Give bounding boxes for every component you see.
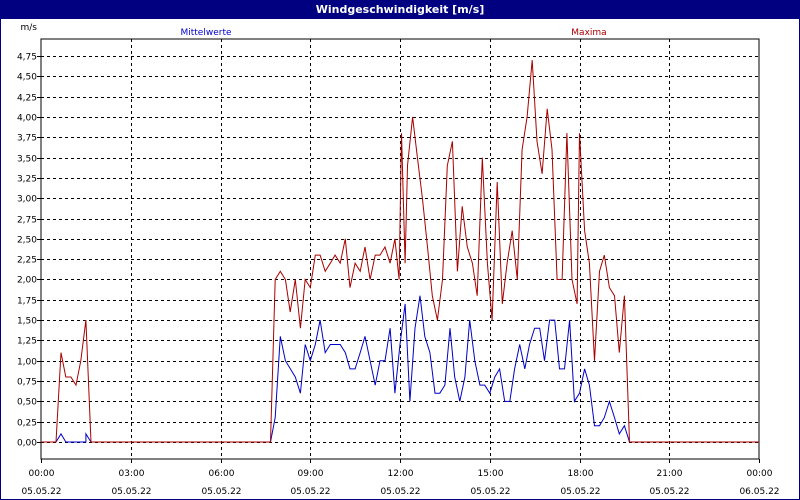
y-tick-label: 2,25 (17, 256, 37, 266)
y-tick-label: 4,25 (17, 94, 37, 104)
y-tick-label: 0,75 (17, 378, 37, 388)
y-axis-label: m/s (21, 23, 38, 33)
series-line-max (41, 60, 759, 443)
x-tick-time: 06:00 (209, 469, 235, 479)
x-tick-time: 09:00 (298, 469, 324, 479)
x-tick-time: 00:00 (29, 469, 55, 479)
x-tick-date: 05.05.22 (649, 487, 689, 497)
y-tick-label: 1,00 (17, 358, 37, 368)
series-line-mean (41, 295, 759, 443)
y-tick-label: 4,00 (17, 114, 37, 124)
y-tick-label: 0,25 (17, 419, 37, 429)
legend-entry-mean: Mittelwerte (180, 28, 231, 38)
y-tick-label: 3,25 (17, 175, 37, 185)
series (41, 60, 759, 443)
y-tick-label: 4,75 (17, 53, 37, 63)
x-tick-time: 15:00 (478, 469, 504, 479)
x-tick-time: 03:00 (119, 469, 145, 479)
y-tick-label: 0,50 (17, 398, 37, 408)
x-tick-date: 06.05.22 (739, 487, 779, 497)
x-tick-date: 05.05.22 (470, 487, 510, 497)
y-tick-label: 4,50 (17, 73, 37, 83)
x-tick-time: 18:00 (568, 469, 594, 479)
labels: 0,00 0,25 0,50 0,75 1,00 1,25 1,50 1,75 2,00 2,25… (17, 23, 780, 497)
axes (37, 38, 760, 463)
x-tick-date: 05.05.22 (21, 487, 61, 497)
x-tick-date: 05.05.22 (380, 487, 420, 497)
x-tick-time: 21:00 (657, 469, 683, 479)
legend-entry-max: Maxima (571, 28, 606, 38)
x-tick-time: 00:00 (747, 469, 773, 479)
y-tick-label: 1,25 (17, 337, 37, 347)
y-tick-label: 2,00 (17, 276, 37, 286)
y-tick-label: 2,75 (17, 216, 37, 226)
y-tick-label: 2,50 (17, 236, 37, 246)
x-tick-date: 05.05.22 (560, 487, 600, 497)
y-tick-label: 3,75 (17, 134, 37, 144)
y-tick-label: 0,00 (17, 439, 37, 449)
x-tick-date: 05.05.22 (290, 487, 330, 497)
y-tick-label: 1,50 (17, 317, 37, 327)
y-tick-label: 3,50 (17, 155, 37, 165)
chart: 0,00 0,25 0,50 0,75 1,00 1,25 1,50 1,75 2,00 2,25… (17, 23, 780, 497)
y-tick-label: 1,75 (17, 297, 37, 307)
x-tick-date: 05.05.22 (201, 487, 241, 497)
x-tick-date: 05.05.22 (111, 487, 151, 497)
x-tick-time: 12:00 (388, 469, 414, 479)
y-tick-label: 3,00 (17, 195, 37, 205)
window-title: Windgeschwindigkeit [m/s] (1, 1, 799, 19)
